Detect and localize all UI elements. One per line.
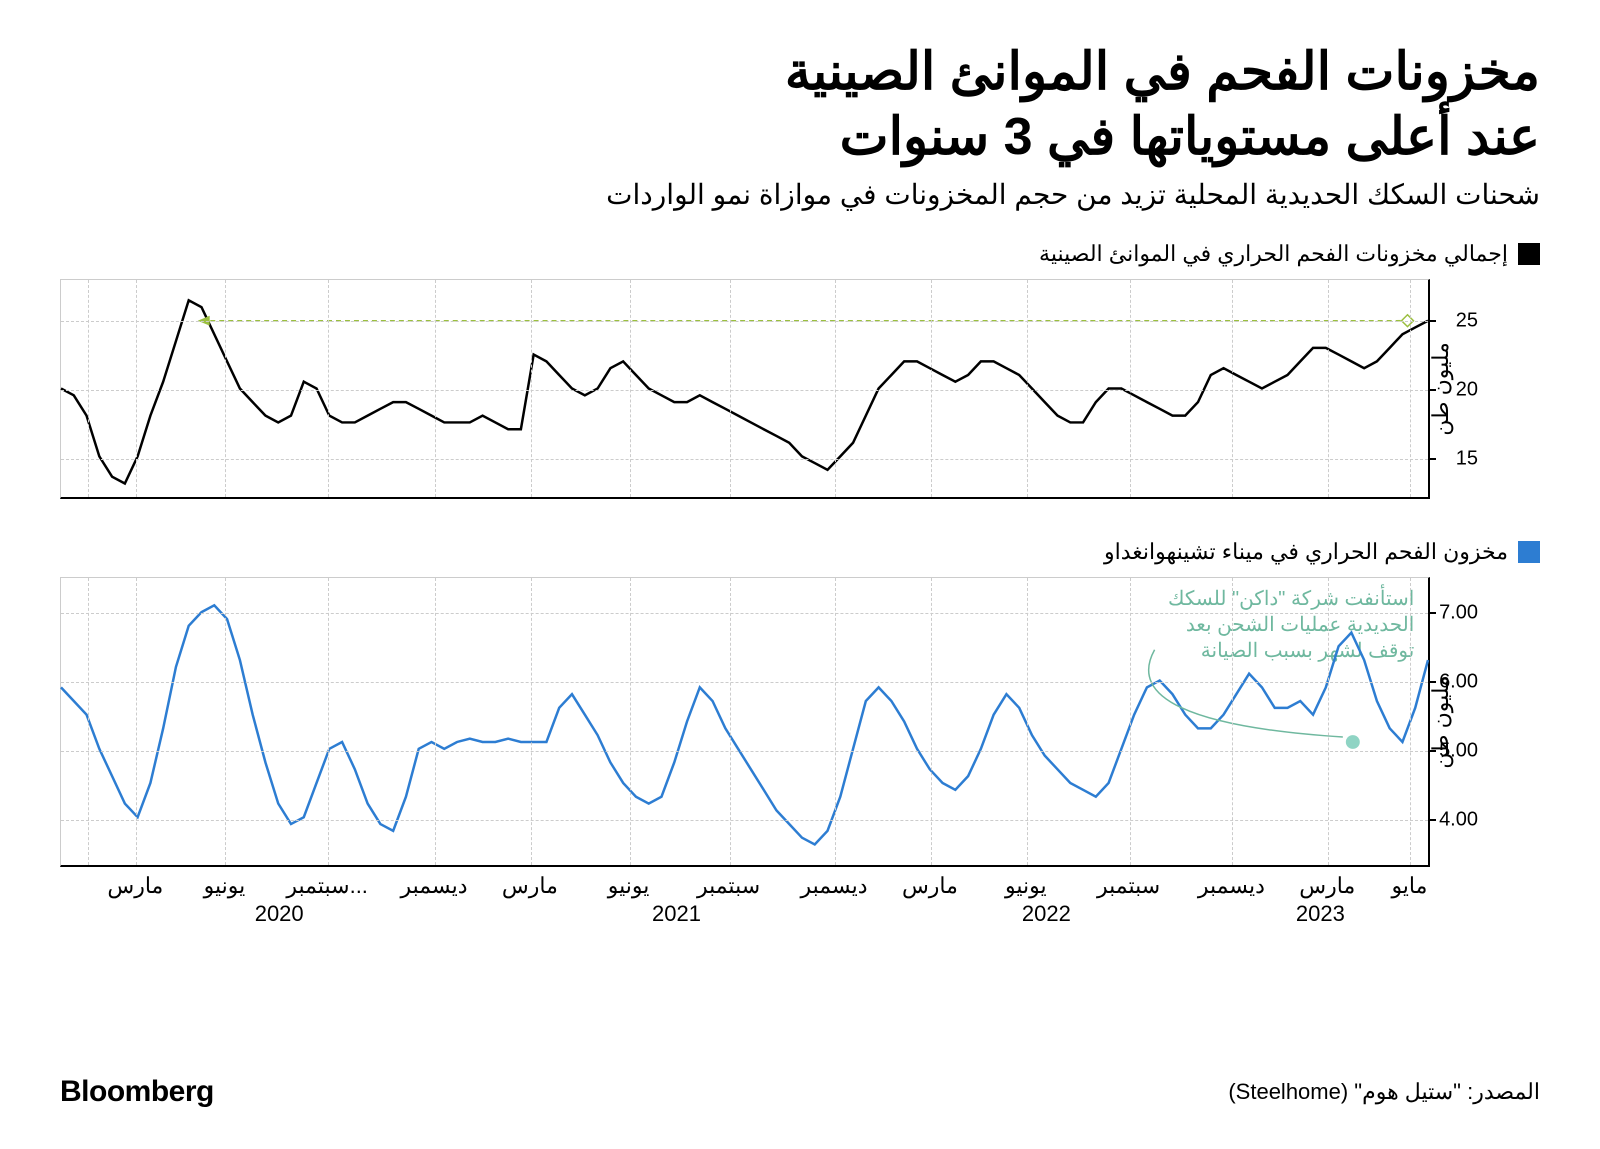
chart1-line bbox=[61, 280, 1428, 497]
chart2-container: مليون طن استأنفت شركة "داكن" للسكك الحدي… bbox=[60, 577, 1540, 933]
y-tick-label: 15 bbox=[1456, 447, 1478, 470]
x-tick-label: مارس bbox=[107, 873, 163, 899]
chart1-legend: إجمالي مخزونات الفحم الحراري في الموانئ … bbox=[60, 241, 1540, 267]
x-year-label: 2023 bbox=[1296, 901, 1345, 927]
footer: Bloomberg المصدر: "ستيل هوم" (Steelhome) bbox=[60, 1075, 1540, 1109]
x-tick-label: ديسمبر bbox=[801, 873, 868, 899]
y-tick-label: 20 bbox=[1456, 379, 1478, 402]
x-tick-label: مارس bbox=[902, 873, 958, 899]
chart2-area: مليون طن استأنفت شركة "داكن" للسكك الحدي… bbox=[60, 577, 1430, 867]
x-year-label: 2020 bbox=[255, 901, 304, 927]
x-tick-label: يونيو bbox=[1005, 873, 1047, 899]
chart1-container: مليون طن 152025 bbox=[60, 279, 1540, 499]
x-tick-label: ديسمبر bbox=[400, 873, 467, 899]
x-year-label: 2022 bbox=[1022, 901, 1071, 927]
x-tick-label: سبتمبر bbox=[1097, 873, 1160, 899]
chart2-line bbox=[61, 578, 1428, 865]
chart-subtitle: شحنات السكك الحديدية المحلية تزيد من حجم… bbox=[60, 178, 1540, 211]
chart1-area: مليون طن 152025 bbox=[60, 279, 1430, 499]
legend-label-2: مخزون الفحم الحراري في ميناء تشينهوانغدا… bbox=[1104, 539, 1508, 565]
y-tick-label: 6.00 bbox=[1439, 670, 1478, 693]
title-line1: مخزونات الفحم في الموانئ الصينية bbox=[785, 43, 1540, 101]
x-year-label: 2021 bbox=[652, 901, 701, 927]
title-line2: عند أعلى مستوياتها في 3 سنوات bbox=[840, 108, 1540, 166]
x-tick-label: مارس bbox=[1299, 873, 1355, 899]
x-tick-label: ديسمبر bbox=[1198, 873, 1265, 899]
source-text: المصدر: "ستيل هوم" (Steelhome) bbox=[1228, 1079, 1540, 1105]
x-tick-label: يونيو bbox=[608, 873, 650, 899]
legend-label-1: إجمالي مخزونات الفحم الحراري في الموانئ … bbox=[1039, 241, 1508, 267]
y-tick-label: 25 bbox=[1456, 310, 1478, 333]
brand-logo: Bloomberg bbox=[60, 1075, 214, 1109]
x-tick-label: يونيو bbox=[204, 873, 246, 899]
x-tick-label: سبتمبر... bbox=[286, 873, 368, 899]
x-tick-label: سبتمبر bbox=[697, 873, 760, 899]
y-tick-label: 5.00 bbox=[1439, 739, 1478, 762]
x-tick-label: مايو bbox=[1391, 873, 1427, 899]
x-tick-label: مارس bbox=[502, 873, 558, 899]
legend-swatch-1 bbox=[1518, 243, 1540, 265]
chart-title: مخزونات الفحم في الموانئ الصينية عند أعل… bbox=[60, 40, 1540, 170]
x-axis: مارس يونيو سبتمبر... ديسمبر مارس يونيو سبتمبر د… bbox=[60, 873, 1430, 933]
y-tick-label: 4.00 bbox=[1439, 808, 1478, 831]
legend-swatch-2 bbox=[1518, 541, 1540, 563]
y-tick-label: 7.00 bbox=[1439, 601, 1478, 624]
chart2-legend: مخزون الفحم الحراري في ميناء تشينهوانغدا… bbox=[60, 539, 1540, 565]
